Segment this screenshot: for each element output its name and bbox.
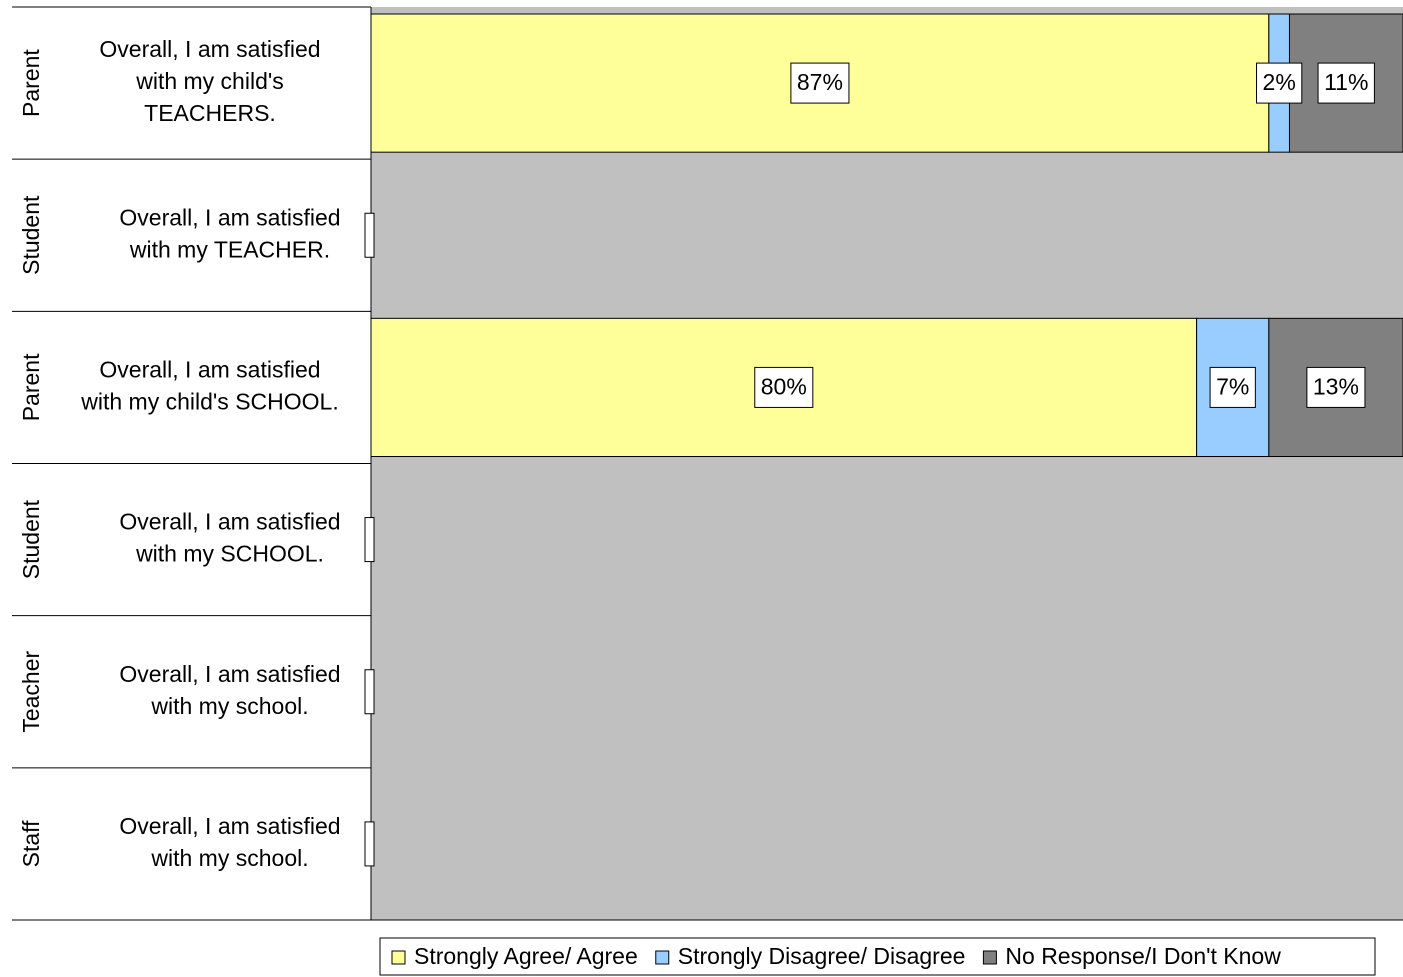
legend-swatch bbox=[655, 950, 670, 965]
category-label: Overall, I am satisfied with my school. bbox=[119, 661, 340, 719]
plot-area bbox=[371, 7, 1403, 920]
value-label: 13% bbox=[1313, 373, 1359, 399]
legend-box bbox=[379, 937, 1376, 976]
value-label-box bbox=[754, 366, 814, 408]
legend-label: Strongly Disagree/ Disagree bbox=[678, 943, 966, 969]
group-label: Staff bbox=[18, 820, 44, 867]
value-label: 11% bbox=[1324, 69, 1368, 95]
value-label-box bbox=[1256, 62, 1303, 104]
category-label: Overall, I am satisfied with my child's TE… bbox=[99, 36, 320, 126]
category-label: Overall, I am satisfied with my school. bbox=[119, 813, 340, 871]
group-label: Student bbox=[18, 499, 44, 579]
empty-label-box bbox=[364, 517, 375, 563]
legend-label: No Response/I Don't Know bbox=[1005, 943, 1281, 969]
legend-swatch bbox=[391, 950, 406, 965]
category-label: Overall, I am satisfied with my TEACHER. bbox=[119, 204, 340, 262]
value-label-box bbox=[1317, 62, 1375, 104]
empty-label-box bbox=[364, 212, 375, 258]
legend-swatch bbox=[982, 950, 997, 965]
empty-label-box bbox=[364, 669, 375, 715]
group-label: Parent bbox=[18, 353, 44, 421]
value-label-box bbox=[1306, 366, 1366, 408]
legend-label: Strongly Agree/ Agree bbox=[414, 943, 638, 969]
group-label: Teacher bbox=[18, 650, 44, 732]
empty-label-box bbox=[364, 821, 375, 867]
category-label: Overall, I am satisfied with my child's S… bbox=[80, 356, 338, 414]
value-label-box bbox=[790, 62, 850, 104]
value-label-box bbox=[1209, 366, 1256, 408]
value-label: 80% bbox=[761, 373, 807, 399]
value-label: 87% bbox=[797, 69, 843, 95]
group-label: Parent bbox=[18, 49, 44, 117]
value-label: 2% bbox=[1263, 69, 1296, 95]
category-label: Overall, I am satisfied with my SCHOOL. bbox=[119, 509, 340, 567]
group-label: Student bbox=[18, 195, 44, 275]
value-label: 7% bbox=[1216, 373, 1249, 399]
